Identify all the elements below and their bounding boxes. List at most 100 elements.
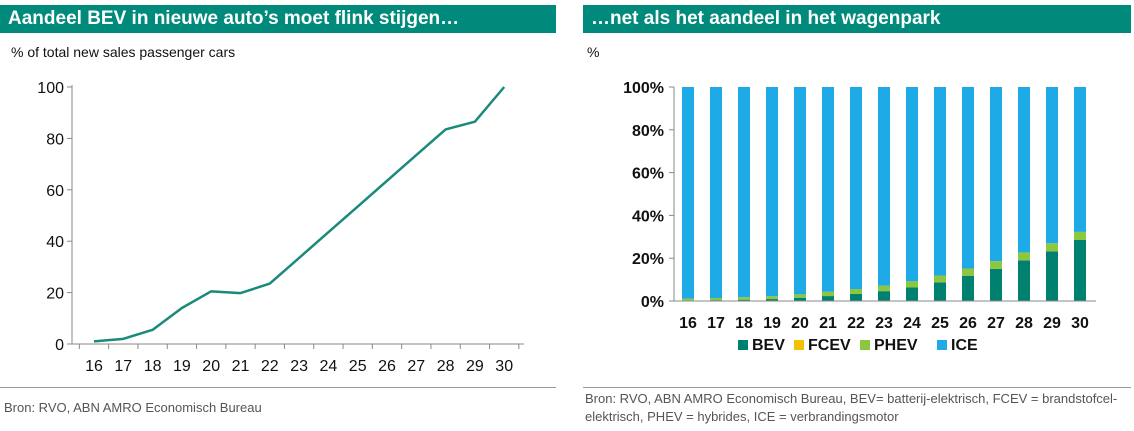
left-x-tick-label: 17 (114, 358, 132, 375)
right-x-tick-label: 27 (987, 315, 1005, 332)
bar-segment-ice (1018, 87, 1030, 253)
left-source-divider (0, 387, 556, 388)
bar-segment-ice (822, 87, 834, 292)
left-x-tick-label: 29 (466, 358, 484, 375)
bar-segment-phev (794, 294, 806, 299)
bar-segment-bev (822, 296, 834, 301)
bar-segment-ice (794, 87, 806, 295)
bar-segment-phev (1046, 243, 1058, 252)
right-x-tick-label: 22 (847, 315, 865, 332)
left-x-tick-label: 22 (261, 358, 279, 375)
bar-segment-ice (710, 87, 722, 299)
bar-segment-phev (878, 285, 890, 292)
right-stacked-bar-chart: 0% 20% 40% 60% 80% 100% 16 17 18 19 20 21 22 23 24 25 26… (623, 80, 1096, 354)
bar-segment-ice (990, 87, 1002, 262)
right-x-tick-label: 29 (1043, 315, 1061, 332)
right-y-tick-label: 40% (632, 208, 664, 225)
bar-segment-ice (962, 87, 974, 269)
right-source-note: Bron: RVO, ABN AMRO Economisch Bureau, B… (585, 391, 1118, 424)
bar-segment-ice (738, 87, 750, 298)
bar-segment-bev (934, 282, 946, 301)
left-x-tick-label: 30 (495, 358, 513, 375)
right-x-tick-label: 18 (735, 315, 753, 332)
left-line-chart: 0 20 40 60 80 100 16 17 18 19 20 21 22 23 24 25 26 27 28 29… (37, 80, 524, 375)
bar-segment-phev (962, 268, 974, 276)
right-x-tick-label: 17 (707, 315, 725, 332)
right-x-tick-label: 28 (1015, 315, 1033, 332)
left-y-tick-label: 40 (46, 234, 64, 251)
bar-segment-phev (934, 275, 946, 283)
right-y-tick-label: 20% (632, 251, 664, 268)
left-y-tick-label: 60 (46, 183, 64, 200)
bar-segment-ice (766, 87, 778, 297)
left-axis-unit-label: % of total new sales passenger cars (11, 44, 236, 60)
legend-swatch-ice (937, 340, 947, 350)
right-x-tick-label: 30 (1071, 315, 1089, 332)
right-y-tick-label: 0% (641, 294, 664, 311)
bar-segment-ice (878, 87, 890, 286)
left-y-tick-label: 0 (55, 337, 64, 354)
right-x-tick-label: 24 (903, 315, 921, 332)
right-y-tick-label: 60% (632, 166, 664, 183)
right-x-tick-label: 20 (791, 315, 809, 332)
right-chart-title: …net als het aandeel in het wagenpark (583, 5, 1131, 33)
legend-label-bev: BEV (752, 337, 785, 354)
bar-segment-bev (1074, 240, 1086, 301)
legend-swatch-fcev (794, 340, 804, 350)
bar-segment-bev (766, 299, 778, 301)
bar-segment-phev (850, 289, 862, 294)
right-source-divider (583, 387, 1131, 388)
bar-segment-phev (1018, 252, 1030, 261)
right-y-tick-label: 100% (623, 80, 664, 97)
left-x-tick-label: 21 (232, 358, 250, 375)
legend-swatch-bev (738, 340, 748, 350)
bar-segment-phev (822, 291, 834, 297)
bar-segment-ice (906, 87, 918, 282)
bar-segment-ice (682, 87, 694, 299)
right-axis-unit-label: % (587, 44, 600, 60)
bar-segment-ice (1074, 87, 1086, 232)
bar-segment-bev (738, 299, 750, 301)
left-x-tick-label: 25 (349, 358, 367, 375)
legend-label-phev: PHEV (874, 337, 918, 354)
left-y-tick-label: 20 (46, 286, 64, 303)
bar-segment-bev (990, 268, 1002, 301)
bar-segment-ice (934, 87, 946, 276)
left-x-tick-label: 26 (378, 358, 396, 375)
left-x-tick-label: 18 (144, 358, 162, 375)
bar-segment-phev (990, 261, 1002, 269)
bar-segment-phev (906, 281, 918, 288)
left-source-note: Bron: RVO, ABN AMRO Economisch Bureau (4, 400, 262, 415)
right-x-tick-label: 21 (819, 315, 837, 332)
right-x-tick-label: 23 (875, 315, 893, 332)
bar-segment-bev (906, 287, 918, 301)
right-x-tick-label: 26 (959, 315, 977, 332)
bar-segment-bev (850, 293, 862, 301)
bar-segment-phev (682, 298, 694, 301)
bar-segment-phev (738, 297, 750, 300)
right-y-tick-label: 80% (632, 123, 664, 140)
left-x-tick-label: 28 (437, 358, 455, 375)
legend-label-fcev: FCEV (808, 337, 851, 354)
right-x-tick-label: 16 (679, 315, 697, 332)
bar-segment-bev (878, 291, 890, 301)
bar-segment-phev (1074, 231, 1086, 241)
bar-segment-phev (766, 296, 778, 300)
bev-new-sales-share-line (93, 86, 506, 343)
legend-swatch-phev (860, 340, 870, 350)
bar-segment-phev (710, 298, 722, 301)
bar-segment-bev (1018, 260, 1030, 301)
left-x-tick-label: 19 (173, 358, 191, 375)
bar-segment-ice (1046, 87, 1058, 244)
left-chart-title: Aandeel BEV in nieuwe auto’s moet flink … (0, 5, 556, 33)
bar-segment-bev (1046, 251, 1058, 301)
legend-label-ice: ICE (951, 337, 978, 354)
left-x-tick-label: 27 (407, 358, 425, 375)
left-x-tick-label: 20 (202, 358, 220, 375)
bar-segment-ice (850, 87, 862, 290)
right-x-tick-label: 19 (763, 315, 781, 332)
left-x-tick-label: 16 (85, 358, 103, 375)
left-x-tick-label: 24 (320, 358, 338, 375)
left-y-tick-label: 80 (46, 131, 64, 148)
